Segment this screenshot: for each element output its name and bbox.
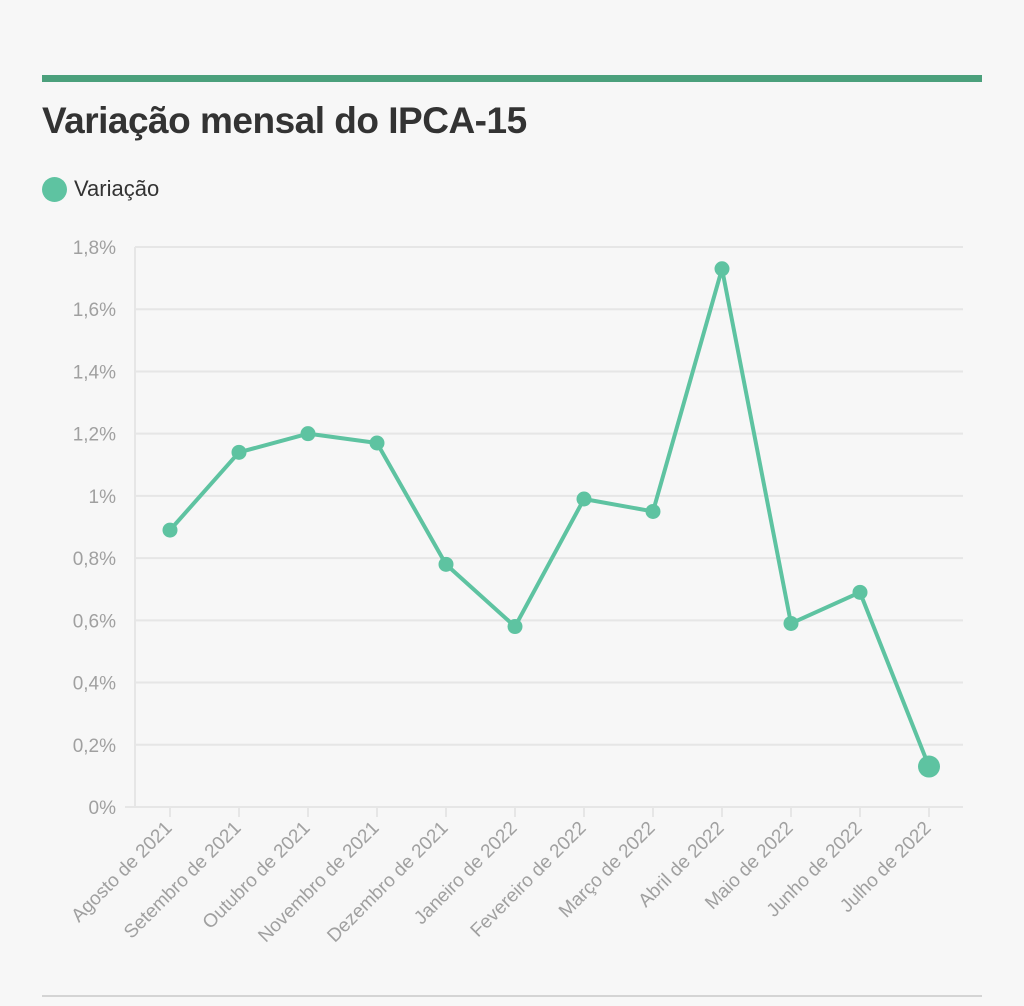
axes [125,247,963,817]
data-point[interactable] [852,584,868,600]
data-point[interactable] [438,556,454,572]
data-point[interactable] [645,503,661,519]
chart-legend[interactable]: Variação [42,176,159,202]
series-line [168,266,931,769]
legend-marker-icon [42,176,67,202]
data-point[interactable] [300,426,316,442]
data-point[interactable] [162,522,178,538]
data-point[interactable] [231,444,247,460]
y-tick-label: 1,6% [73,300,116,321]
y-tick-label: 1,4% [73,362,116,383]
x-tick-label: Setembro de 2021 [120,818,245,943]
title-accent-bar [42,75,982,82]
y-tick-label: 0,4% [73,674,116,695]
y-tick-label: 0,6% [73,611,116,632]
data-point[interactable] [576,491,592,507]
y-axis-tick-labels: 0% 0,2% 0,4% 0,6% 0,8% 1% 1,2% 1,4% 1,6% 1,8% [73,238,116,819]
grid-lines [135,246,963,746]
series-variacao [162,261,940,778]
y-tick-label: 1% [89,487,117,508]
y-tick-label: 0,2% [73,736,116,757]
chart-title: Variação mensal do IPCA-15 [42,100,527,141]
data-point[interactable] [369,435,385,451]
x-tick-label: Novembro de 2021 [254,818,383,947]
data-point[interactable] [783,615,799,631]
data-point-highlighted[interactable] [918,755,940,778]
y-tick-label: 1,2% [73,425,116,446]
x-tick-label: Dezembro de 2021 [323,818,452,947]
y-tick-label: 0,8% [73,549,116,570]
y-tick-label: 0% [89,798,117,819]
bottom-divider [42,995,982,997]
legend-label: Variação [74,176,160,201]
y-tick-label: 1,8% [73,238,116,259]
data-point[interactable] [714,261,730,277]
data-point[interactable] [507,619,523,635]
x-tick-label: Fevereiro de 2022 [467,818,591,942]
